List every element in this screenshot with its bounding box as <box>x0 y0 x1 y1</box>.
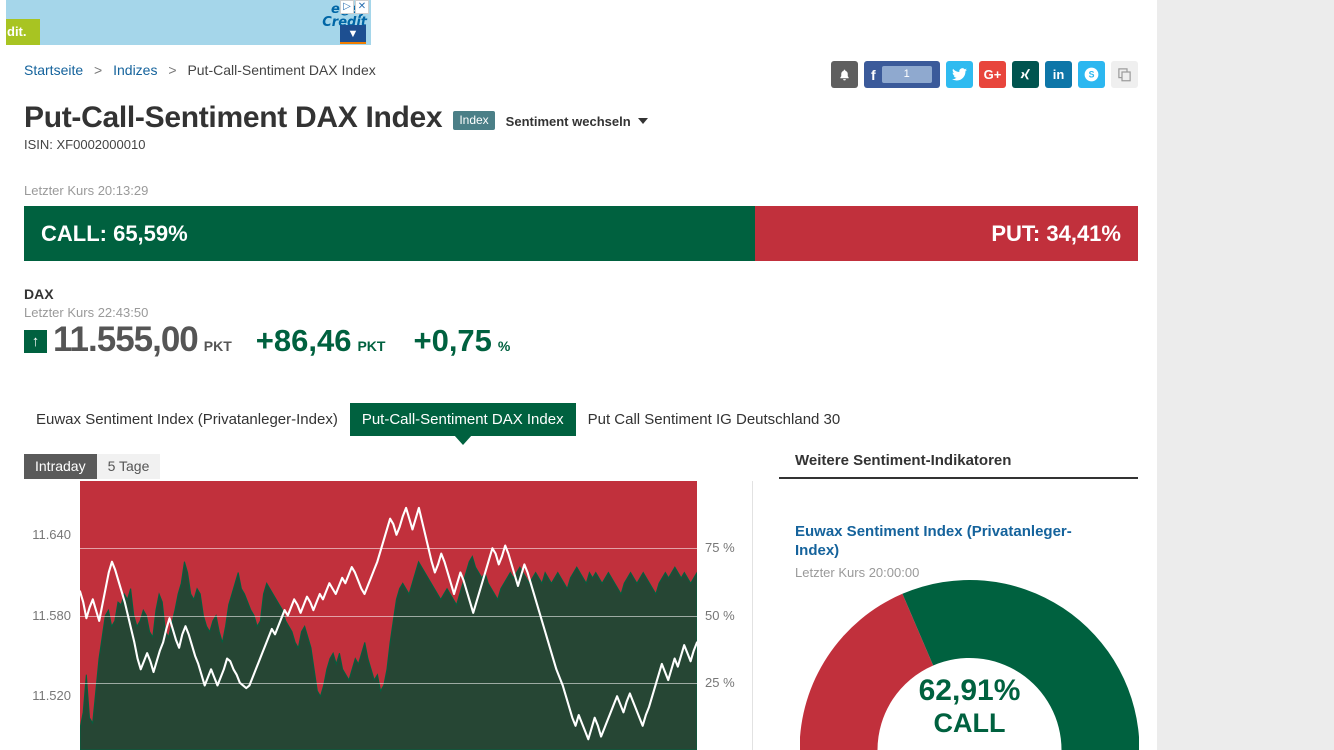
dax-line-series <box>80 506 697 741</box>
range-toggle-0[interactable]: Intraday <box>24 454 97 479</box>
chart-left-axis: 11.640 11.580 11.520 <box>24 481 76 750</box>
volksbank-logo-underline <box>340 42 366 44</box>
call-segment-label: CALL: 65,59% <box>41 220 188 246</box>
chart-gridline-25 <box>80 683 697 684</box>
chart-plot-area[interactable] <box>80 481 697 750</box>
advertisement-banner[interactable]: dit. e@sy Credit ▷ ✕ ▼ <box>6 0 371 45</box>
quote-values-row: ↑ 11.555,00 PKT +86,46 PKT +0,75 % <box>24 320 510 360</box>
breadcrumb-separator-2: > <box>168 62 177 78</box>
page-title: Put-Call-Sentiment DAX Index <box>24 101 443 134</box>
quote-price-unit: PKT <box>203 338 232 354</box>
xing-icon-svg <box>1019 68 1030 79</box>
xing-share-button[interactable] <box>1012 61 1039 88</box>
ad-info-icon[interactable]: ▷ <box>340 0 354 14</box>
tab-1[interactable]: Put-Call-Sentiment DAX Index <box>349 403 576 445</box>
right-axis-tick-0: 75 % <box>705 540 735 556</box>
chart-range-toolbar: Intraday 5 Tage <box>24 454 161 479</box>
bell-icon-svg <box>840 69 849 80</box>
tab-label: Put-Call-Sentiment DAX Index <box>361 411 564 428</box>
quote-instrument-name: DAX <box>24 286 54 302</box>
breadcrumb-separator-1: > <box>94 62 103 78</box>
breadcrumb-indizes-link[interactable]: Indizes <box>113 62 158 78</box>
chevron-down-icon <box>637 118 648 124</box>
ad-green-tag: dit. <box>6 19 40 45</box>
breadcrumb-home-link[interactable]: Startseite <box>24 62 84 78</box>
gauge-red-arc <box>800 593 934 750</box>
tab-label: Put Call Sentiment IG Deutschland 30 <box>587 411 841 428</box>
euwax-sentiment-gauge: 62,91% CALL <box>800 576 1139 750</box>
right-gutter <box>1157 0 1334 750</box>
notification-bell-icon[interactable] <box>831 61 858 88</box>
sentiment-switch-dropdown[interactable]: Sentiment wechseln <box>506 114 648 129</box>
chart-gridline-50 <box>80 616 697 617</box>
facebook-share-button[interactable]: f 1 <box>864 61 940 88</box>
twitter-share-button[interactable] <box>946 61 973 88</box>
right-axis-tick-2: 25 % <box>705 674 735 690</box>
quote-change-absolute: +86,46 <box>255 323 352 358</box>
quote-price: 11.555,00 <box>53 320 199 359</box>
sentiment-switch-label: Sentiment wechseln <box>505 113 631 129</box>
quote-change-percent: +0,75 <box>413 323 492 358</box>
volksbank-logo-icon: ▼ <box>340 25 366 42</box>
facebook-icon: f <box>871 66 876 83</box>
gauge-green-arc <box>902 580 1139 750</box>
tab-label: Euwax Sentiment Index (Privatanleger-Ind… <box>36 411 338 428</box>
twitter-icon-svg <box>952 68 967 81</box>
left-axis-tick-0: 11.640 <box>32 526 71 542</box>
copy-link-icon[interactable] <box>1111 61 1138 88</box>
chart-series-svg <box>80 506 697 750</box>
copy-icon-svg <box>1118 68 1131 82</box>
tab-active-pointer-icon <box>453 435 472 445</box>
sidebar-panel: Weitere Sentiment-Indikatoren Euwax Sent… <box>779 452 1138 580</box>
chart-sidebar-divider <box>752 481 753 750</box>
linkedin-share-button[interactable]: in <box>1045 61 1072 88</box>
call-area-series <box>80 555 697 750</box>
quote-percent-unit: % <box>497 338 511 354</box>
tab-0[interactable]: Euwax Sentiment Index (Privatanleger-Ind… <box>24 403 350 436</box>
chart-right-axis: 75 % 50 % 25 % <box>700 481 752 750</box>
page-title-row: Put-Call-Sentiment DAX Index Index Senti… <box>24 101 648 135</box>
arrow-up-icon: ↑ <box>24 330 47 353</box>
call-put-sentiment-bar: CALL: 65,59% PUT: 34,41% <box>24 206 1138 261</box>
index-badge: Index <box>453 111 495 130</box>
right-axis-tick-1: 50 % <box>705 607 735 623</box>
breadcrumb: Startseite > Indizes > Put-Call-Sentimen… <box>24 62 376 78</box>
isin-label: ISIN: XF0002000010 <box>24 137 146 152</box>
left-edge-strip <box>0 0 6 750</box>
put-segment-label: PUT: 34,41% <box>991 220 1121 246</box>
googleplus-share-button[interactable]: G+ <box>979 61 1006 88</box>
social-share-bar: f 1 G+ in S <box>831 61 1138 88</box>
left-axis-tick-2: 11.520 <box>32 688 71 704</box>
svg-text:S: S <box>1089 70 1095 80</box>
sentiment-tabs: Euwax Sentiment Index (Privatanleger-Ind… <box>24 403 853 445</box>
gauge-svg <box>800 580 1139 750</box>
breadcrumb-current: Put-Call-Sentiment DAX Index <box>187 62 376 78</box>
facebook-share-count: 1 <box>881 66 932 83</box>
volksbank-glyph: ▼ <box>347 27 359 40</box>
skype-share-button[interactable]: S <box>1078 61 1105 88</box>
quote-change-unit: PKT <box>357 338 386 354</box>
chart-gridline-75 <box>80 548 697 549</box>
intraday-chart[interactable]: 11.640 11.580 11.520 75 % 50 % 25 % <box>24 481 752 750</box>
ad-close-icon[interactable]: ✕ <box>355 0 369 14</box>
tab-2[interactable]: Put Call Sentiment IG Deutschland 30 <box>576 403 853 436</box>
ad-controls[interactable]: ▷ ✕ <box>340 0 369 14</box>
range-toggle-1[interactable]: 5 Tage <box>96 454 161 479</box>
put-segment: PUT: 34,41% <box>754 206 1138 261</box>
quote-last-price-label: Letzter Kurs 22:43:50 <box>24 305 149 320</box>
sidebar-heading: Weitere Sentiment-Indikatoren <box>779 452 1138 479</box>
call-segment: CALL: 65,59% <box>24 206 755 261</box>
sentiment-last-price-label: Letzter Kurs 20:13:29 <box>24 183 149 198</box>
left-axis-tick-1: 11.580 <box>32 607 71 623</box>
sidebar-euwax-link[interactable]: Euwax Sentiment Index (Privatanleger-Ind… <box>795 523 1072 559</box>
sidebar-last-price-label: Letzter Kurs 20:00:00 <box>795 564 920 580</box>
skype-icon-svg: S <box>1084 67 1099 82</box>
